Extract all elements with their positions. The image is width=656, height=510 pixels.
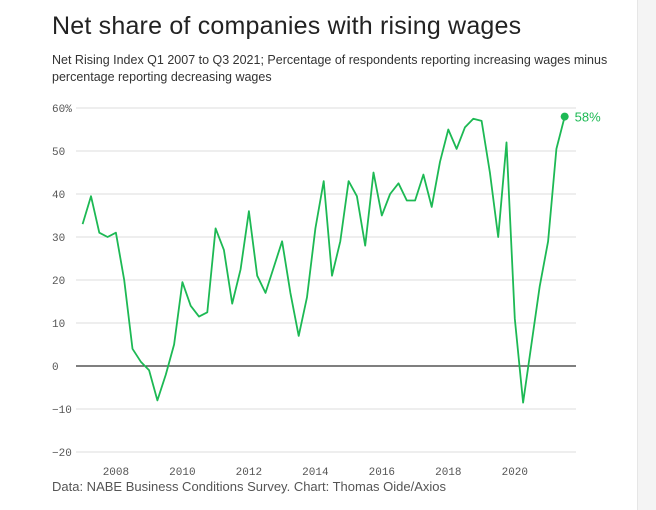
x-tick-label: 2010 <box>169 467 195 479</box>
y-tick-label: 60% <box>52 104 72 116</box>
y-tick-label: −20 <box>52 448 72 460</box>
y-tick-label: 0 <box>52 362 59 374</box>
x-tick-label: 2012 <box>236 467 262 479</box>
end-value-label: 58% <box>575 110 601 125</box>
y-tick-label: 50 <box>52 147 65 159</box>
y-tick-label: −10 <box>52 405 72 417</box>
y-tick-label: 10 <box>52 319 65 331</box>
x-tick-label: 2008 <box>103 467 129 479</box>
x-tick-label: 2020 <box>502 467 528 479</box>
x-tick-label: 2018 <box>435 467 461 479</box>
x-tick-label: 2016 <box>369 467 395 479</box>
series-line <box>81 116 566 404</box>
source-credit: Data: NABE Business Conditions Survey. C… <box>52 479 447 494</box>
chart-subtitle: Net Rising Index Q1 2007 to Q3 2021; Per… <box>52 53 608 84</box>
chart-title: Net share of companies with rising wages <box>52 12 522 40</box>
scrollbar-gutter <box>638 0 656 510</box>
end-point-marker <box>560 112 569 121</box>
x-tick-label: 2014 <box>302 467 329 479</box>
y-tick-label: 30 <box>52 233 65 245</box>
chart-card: Net share of companies with rising wages… <box>52 0 638 510</box>
y-tick-label: 20 <box>52 276 65 288</box>
y-tick-label: 40 <box>52 190 65 202</box>
